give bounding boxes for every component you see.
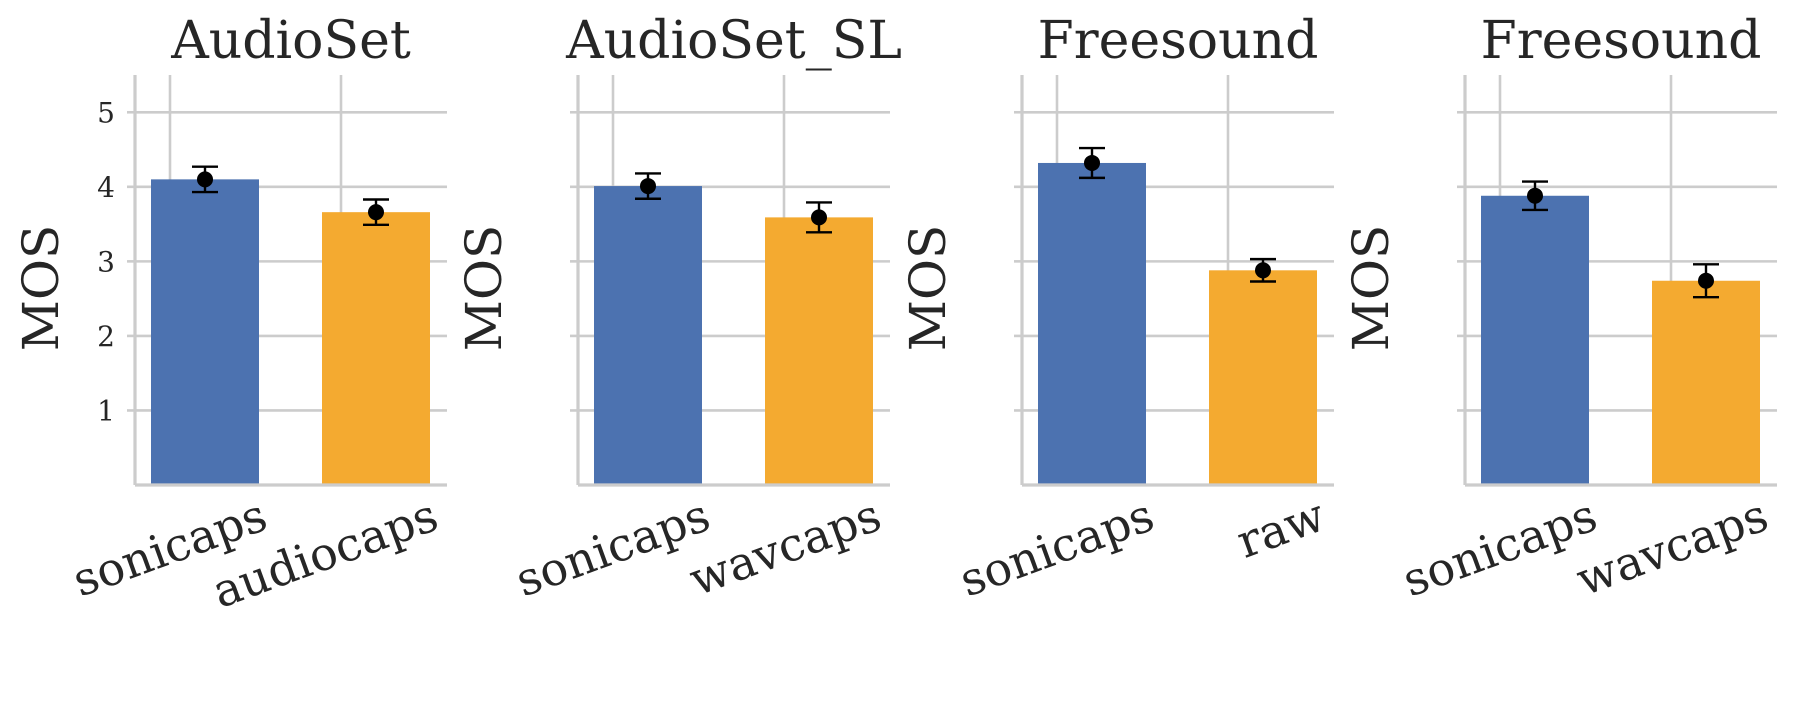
bar-wavcaps	[765, 217, 873, 485]
mean-point	[811, 209, 827, 226]
mean-point	[1698, 272, 1714, 289]
mean-point	[368, 204, 384, 221]
x-tick-label-wavcaps: wavcaps	[682, 488, 887, 607]
y-tick-label: 1	[97, 394, 115, 427]
y-tick-label: 3	[97, 245, 115, 278]
x-tick-label-sonicaps: sonicaps	[1396, 488, 1604, 608]
y-tick-label: 5	[97, 96, 115, 129]
bar-audiocaps	[322, 212, 430, 485]
x-tick-label-sonicaps: sonicaps	[953, 488, 1161, 608]
x-tick-label-wavcaps: wavcaps	[1569, 488, 1774, 607]
panel-title: AudioSet_SL	[565, 11, 902, 71]
mean-point	[197, 171, 213, 188]
y-axis-label: MOS	[1342, 225, 1400, 351]
y-axis-label: MOS	[899, 225, 957, 351]
mean-point	[1084, 154, 1100, 171]
bar-sonicaps	[151, 179, 259, 485]
chart-panel-3: sonicaps raw Freesound MOS	[899, 11, 1334, 607]
y-tick-label: 2	[97, 320, 115, 353]
x-tick-label-sonicaps: sonicaps	[509, 488, 717, 608]
panel-title: Freesound	[1481, 11, 1762, 71]
mean-point	[640, 178, 656, 195]
x-tick-label-raw: raw	[1230, 488, 1332, 569]
bar-raw	[1209, 270, 1317, 485]
y-axis-label: MOS	[12, 225, 70, 351]
y-axis-label: MOS	[455, 225, 513, 351]
bar-sonicaps	[594, 186, 702, 485]
bar-sonicaps	[1038, 162, 1146, 486]
y-tick-label: 4	[97, 171, 115, 204]
panel-title: AudioSet	[170, 11, 411, 71]
mean-point	[1255, 262, 1271, 279]
panel-title: Freesound	[1038, 11, 1319, 71]
bar-sonicaps	[1481, 195, 1589, 485]
bar-wavcaps	[1652, 280, 1760, 485]
mean-point	[1527, 187, 1543, 204]
